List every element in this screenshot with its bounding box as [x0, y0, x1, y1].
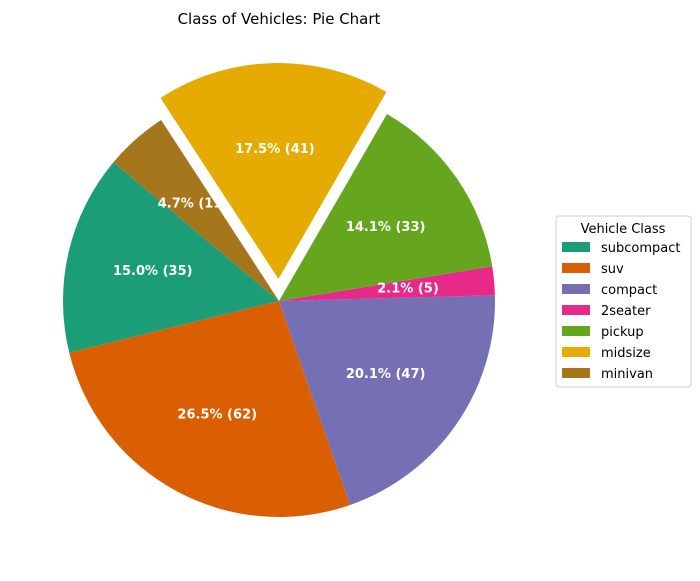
legend-items: subcompact suv compact 2seater pickup midsize…	[562, 241, 681, 382]
slice-label-suv: 26.5% (62)	[177, 407, 257, 422]
pie-slice-midsize	[160, 63, 387, 280]
legend-swatch-midsize	[562, 347, 590, 357]
slice-label-2seater: 2.1% (5)	[377, 281, 439, 296]
legend-swatch-minivan	[562, 368, 590, 378]
slice-label-midsize: 17.5% (41)	[235, 142, 315, 157]
legend-swatch-suv	[562, 263, 590, 273]
slice-label-pickup: 14.1% (33)	[346, 220, 426, 235]
legend-swatch-2seater	[562, 305, 590, 315]
pie-slice-2seater	[279, 266, 495, 301]
legend-label-midsize: midsize	[601, 346, 651, 361]
legend-label-minivan: minivan	[601, 367, 653, 382]
chart-title: Class of Vehicles: Pie Chart	[178, 10, 381, 28]
slice-label-compact: 20.1% (47)	[346, 367, 426, 382]
legend-label-subcompact: subcompact	[601, 241, 681, 256]
legend-swatch-pickup	[562, 326, 590, 336]
pie-labels: 15.0% (35) 26.5% (62) 20.1% (47) 2.1% (5) 14…	[113, 142, 439, 422]
legend-label-2seater: 2seater	[601, 304, 651, 319]
legend: Vehicle Class subcompact suv compact 2seate…	[555, 215, 692, 388]
legend-label-suv: suv	[601, 262, 624, 277]
pie-slice-pickup	[279, 113, 493, 302]
pie-slice-compact	[279, 295, 495, 505]
pie-slice-subcompact	[62, 162, 280, 353]
legend-frame	[555, 215, 692, 388]
legend-swatch-compact	[562, 284, 590, 294]
slice-label-minivan: 4.7% (11)	[158, 196, 229, 211]
pie-slice-suv	[69, 301, 351, 517]
legend-swatch-subcompact	[562, 242, 590, 252]
legend-label-pickup: pickup	[601, 325, 644, 340]
legend-title: Vehicle Class	[581, 222, 666, 237]
slice-label-subcompact: 15.0% (35)	[113, 264, 193, 279]
pie-slice-minivan	[113, 120, 280, 301]
pie-slices	[62, 63, 495, 517]
legend-label-compact: compact	[601, 283, 657, 298]
